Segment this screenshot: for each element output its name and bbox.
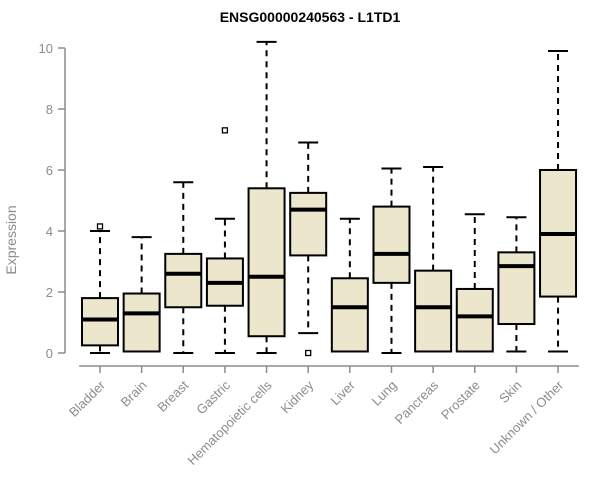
x-category-label-bladder: Bladder <box>66 377 109 420</box>
y-tick-label: 8 <box>46 102 53 117</box>
x-category-label-brain: Brain <box>118 378 150 410</box>
box-hematopoietic-cells <box>247 187 286 338</box>
y-tick-label: 4 <box>46 224 53 239</box>
y-tick-label: 6 <box>46 163 53 178</box>
x-category-label-kidney: Kidney <box>278 377 317 416</box>
x-category-label-breast: Breast <box>154 377 191 414</box>
box-pancreas <box>414 269 453 353</box>
outlier-point-bladder <box>96 223 104 230</box>
box-kidney <box>289 191 328 257</box>
y-axis-label: Expression <box>3 205 19 274</box>
box-bladder <box>81 297 119 347</box>
box-skin <box>497 251 536 326</box>
x-category-label-pancreas: Pancreas <box>392 377 442 427</box>
y-tick-label: 0 <box>46 346 53 361</box>
y-tick-label: 10 <box>39 41 53 56</box>
outlier-point-kidney <box>305 349 312 357</box>
y-tick-label: 2 <box>46 285 53 300</box>
box-breast <box>164 252 203 309</box>
outlier-point-gastric <box>221 127 229 134</box>
box-prostate <box>455 287 494 353</box>
x-category-label-liver: Liver <box>327 377 358 408</box>
box-lung <box>372 205 411 284</box>
x-category-label-prostate: Prostate <box>438 378 483 423</box>
x-category-label-skin: Skin <box>496 378 524 406</box>
x-category-label-gastric: Gastric <box>193 377 233 417</box>
chart-title: ENSG00000240563 - L1TD1 <box>220 9 401 25</box>
box-liver <box>330 277 369 353</box>
x-category-label-lung: Lung <box>369 378 400 409</box>
x-category-label-unknown-other: Unknown / Other <box>487 377 567 457</box>
box-brain <box>122 292 161 353</box>
